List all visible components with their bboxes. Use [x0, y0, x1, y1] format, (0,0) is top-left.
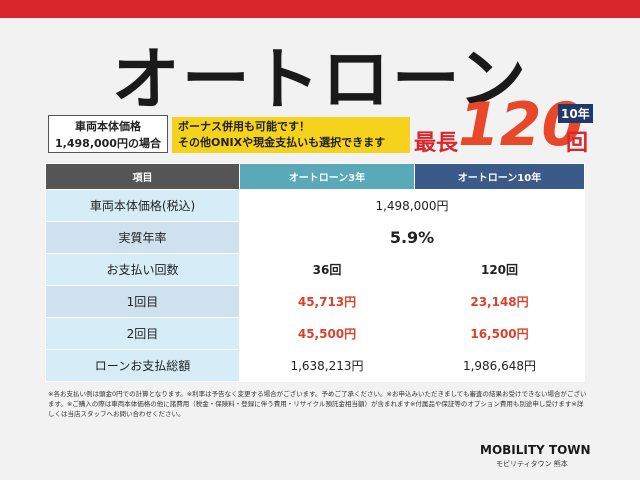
max-unit: 回: [566, 131, 589, 156]
column-header: オートローン3年: [239, 163, 415, 190]
title: オートローン: [111, 41, 529, 120]
column-header: オートローン10年: [414, 163, 585, 190]
table-row: お支払い回数 36回 120回: [45, 253, 585, 286]
cell: 16,500円: [414, 317, 585, 350]
price-value: 1,498,000円の場合: [55, 137, 161, 150]
table-row: 2回目 45,500円 16,500円: [45, 317, 585, 350]
banner: ボーナス併用も可能です！ その他ONIXや現金支払いも選択できます: [172, 117, 410, 153]
cell: 5.9%: [239, 221, 585, 254]
column-header: 項目: [45, 163, 240, 190]
price-box: 車両本体価格 1,498,000円の場合: [48, 115, 168, 153]
top-bar: [0, 0, 640, 18]
max-prefix: 最長: [414, 131, 459, 156]
row-label: 2回目: [45, 317, 240, 350]
table-row: 1回目 45,713円 23,148円: [45, 285, 585, 318]
footnote: ※各お支払い例は頭金0円での計算となります。※利率は予告なく変更する場合がござい…: [48, 390, 587, 418]
price-label: 車両本体価格: [75, 120, 141, 133]
loan-table: 項目 オートローン3年 オートローン10年 車両本体価格(税込) 1,498,000円実…: [45, 163, 585, 382]
row-label: ローンお支払総額: [45, 349, 240, 382]
table-row: 実質年率 5.9%: [45, 221, 585, 254]
cell: 1,638,213円: [239, 349, 415, 382]
logo: MOBILITY TOWN: [480, 443, 591, 457]
cell: 45,500円: [239, 317, 415, 350]
cell: 1,498,000円: [239, 189, 585, 222]
table-row: ローンお支払総額 1,638,213円 1,986,648円: [45, 349, 585, 382]
row-label: 実質年率: [45, 221, 240, 254]
cell: 23,148円: [414, 285, 585, 318]
cell: 36回: [239, 253, 415, 286]
max-badge: 10年: [558, 104, 593, 123]
max-number: 120: [458, 90, 584, 160]
row-label: 1回目: [45, 285, 240, 318]
cell: 1,986,648円: [414, 349, 585, 382]
cell: 45,713円: [239, 285, 415, 318]
header-row: 項目 オートローン3年 オートローン10年: [45, 163, 585, 190]
row-label: 車両本体価格(税込): [45, 189, 240, 222]
table-row: 車両本体価格(税込) 1,498,000円: [45, 189, 585, 222]
cell: 120回: [414, 253, 585, 286]
row-label: お支払い回数: [45, 253, 240, 286]
banner-line: その他ONIXや現金支払いも選択できます: [178, 136, 386, 149]
logo-sub: モビリティタウン 熊本: [496, 460, 568, 468]
banner-line: ボーナス併用も可能です！: [178, 120, 310, 133]
